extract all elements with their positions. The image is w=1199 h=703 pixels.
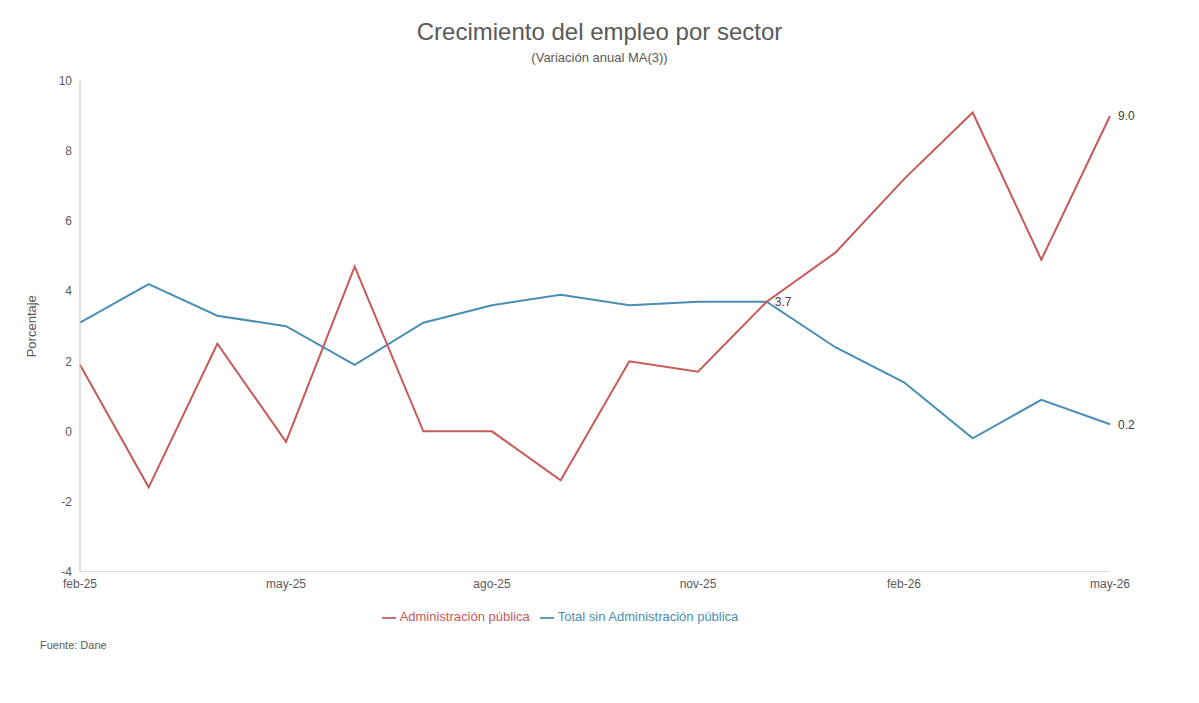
- svg-text:may-26: may-26: [1090, 577, 1130, 591]
- html-text:Crecimiento del empleo por sec: Crecimiento del empleo por sector: [416, 18, 783, 45]
- svg-text:2: 2: [65, 355, 72, 369]
- svg-text:nov-25: nov-25: [680, 577, 717, 591]
- html-text:Fuente: Dane: Fuente: Dane: [40, 639, 107, 651]
- svg-text:-4: -4: [61, 565, 72, 579]
- svg-text:6: 6: [65, 214, 72, 228]
- svg-text:feb-26: feb-26: [887, 577, 921, 591]
- svg-text:3.7: 3.7: [775, 295, 792, 309]
- svg-text:Porcentaje: Porcentaje: [24, 295, 39, 357]
- svg-text:0.2: 0.2: [1118, 418, 1135, 432]
- svg-text:0: 0: [65, 425, 72, 439]
- svg-text:9.0: 9.0: [1118, 109, 1135, 123]
- html-text:(Variación anual MA(3)): (Variación anual MA(3)): [531, 50, 668, 65]
- svg-text:-2: -2: [61, 495, 72, 509]
- svg-text:ago-25: ago-25: [473, 577, 511, 591]
- svg-text:may-25: may-25: [266, 577, 306, 591]
- html-text:Total sin Administración públi: Total sin Administración pública: [557, 609, 739, 625]
- svg-text:10: 10: [59, 74, 73, 88]
- svg-text:feb-25: feb-25: [63, 577, 97, 591]
- svg-text:8: 8: [65, 144, 72, 158]
- html-text:Administración pública: Administración pública: [399, 609, 530, 625]
- svg-text:4: 4: [65, 284, 72, 298]
